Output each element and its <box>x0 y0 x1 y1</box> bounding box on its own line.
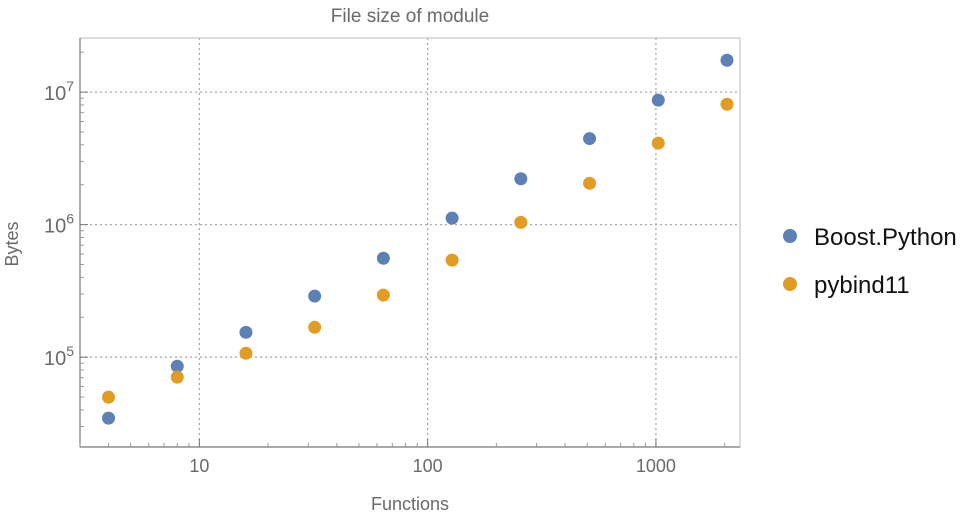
data-point-pybind11 <box>239 346 253 360</box>
y-tick-label: 105 <box>44 343 74 370</box>
data-point-boost-python <box>170 359 184 373</box>
data-point-pybind11 <box>720 97 734 111</box>
data-point-boost-python <box>445 211 459 225</box>
data-point-pybind11 <box>583 176 597 190</box>
legend-label: pybind11 <box>814 272 910 299</box>
data-point-pybind11 <box>445 253 459 267</box>
plot-frame <box>79 37 741 448</box>
data-point-boost-python <box>583 132 597 146</box>
x-axis-label: Functions <box>371 494 449 513</box>
data-point-pybind11 <box>170 370 184 384</box>
data-point-pybind11 <box>102 390 116 404</box>
data-point-pybind11 <box>514 215 528 229</box>
x-tick-label: 1000 <box>636 456 676 476</box>
data-point-boost-python <box>514 172 528 186</box>
data-point-boost-python <box>102 411 116 425</box>
data-point-pybind11 <box>308 320 322 334</box>
data-point-pybind11 <box>376 288 390 302</box>
legend-marker <box>783 277 797 291</box>
x-tick-label: 10 <box>189 456 209 476</box>
legend: Boost.Python pybind11 <box>783 224 957 299</box>
legend-label: Boost.Python <box>814 224 957 251</box>
data-point-pybind11 <box>651 136 665 150</box>
data-point-boost-python <box>376 251 390 265</box>
data-points <box>102 53 734 425</box>
y-tick-label: 107 <box>44 78 74 105</box>
y-axis-label: Bytes <box>2 221 22 266</box>
axes: 10 100 1000 105 106 107 <box>44 37 741 476</box>
legend-marker <box>783 229 797 243</box>
grid <box>80 38 740 447</box>
y-tick-label: 106 <box>44 211 74 238</box>
data-point-boost-python <box>239 325 253 339</box>
x-tick-label: 100 <box>413 456 443 476</box>
data-point-boost-python <box>651 93 665 107</box>
chart-title: File size of module <box>331 6 489 27</box>
data-point-boost-python <box>720 53 734 67</box>
data-point-boost-python <box>308 289 322 303</box>
